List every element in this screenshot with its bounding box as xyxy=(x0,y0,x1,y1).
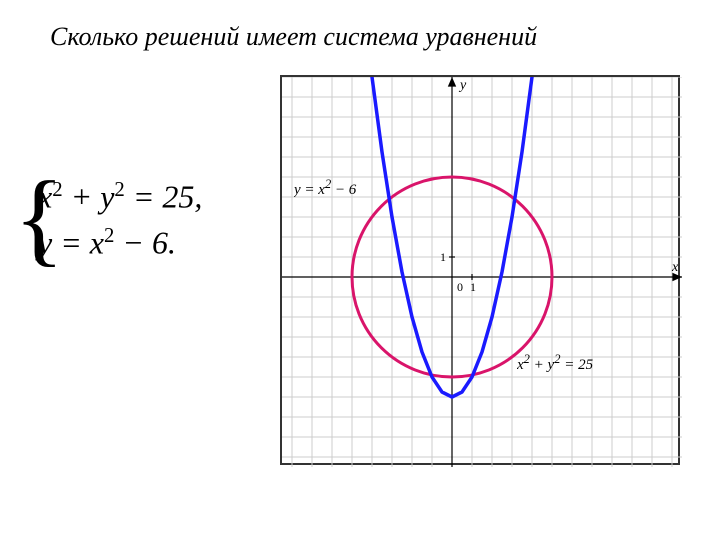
coordinate-chart: yx011y = x2 − 6x2 + y2 = 25 xyxy=(280,75,680,465)
svg-text:1: 1 xyxy=(470,280,476,294)
svg-text:1: 1 xyxy=(440,250,446,264)
system-of-equations: { x2 + y2 = 25, y = x2 − 6. xyxy=(30,170,202,269)
svg-text:0: 0 xyxy=(457,280,463,294)
chart-svg: yx011y = x2 − 6x2 + y2 = 25 xyxy=(282,77,682,467)
brace-symbol: { xyxy=(14,165,64,270)
svg-text:y: y xyxy=(458,78,467,93)
svg-text:x: x xyxy=(671,260,679,275)
title-text: Сколько решений имеет система уравнений xyxy=(50,22,537,52)
